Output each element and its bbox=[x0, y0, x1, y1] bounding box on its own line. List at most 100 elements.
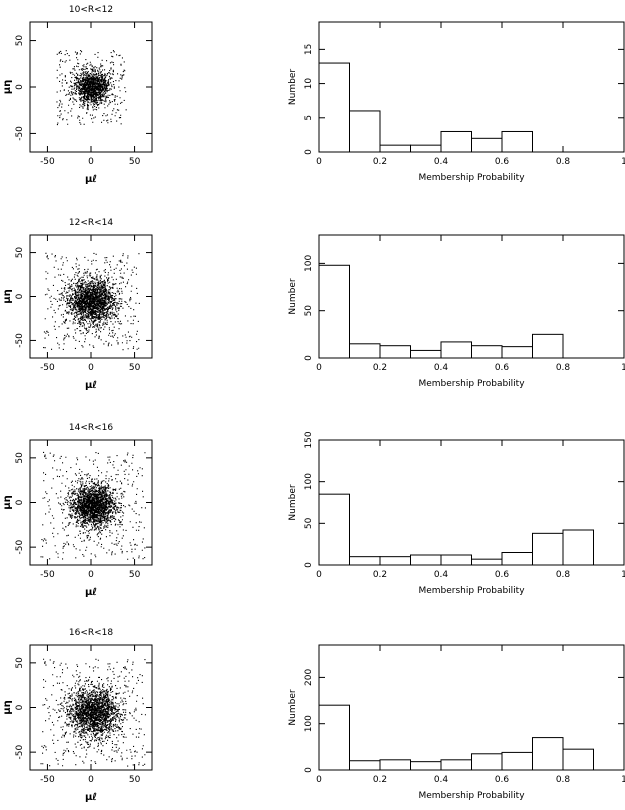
histogram-bar bbox=[410, 554, 442, 566]
x-axis-label: Membership Probability bbox=[418, 379, 525, 389]
histogram-bar bbox=[410, 761, 442, 771]
histogram-bar bbox=[440, 759, 472, 771]
y-tick-label: 0 bbox=[15, 293, 25, 299]
x-tick-label: 0.2 bbox=[373, 570, 387, 580]
y-tick-label: -50 bbox=[15, 333, 25, 348]
x-tick-label: 0.6 bbox=[495, 157, 510, 167]
y-tick-label: -50 bbox=[15, 126, 25, 141]
histogram-bar bbox=[410, 349, 442, 359]
x-tick-label: 0.6 bbox=[495, 570, 510, 580]
y-tick-label: 10 bbox=[304, 78, 314, 90]
panel-title: 14<R<16 bbox=[69, 423, 114, 433]
histogram-bars bbox=[318, 493, 624, 566]
histogram-bar bbox=[379, 759, 411, 771]
x-tick-label: 1 bbox=[621, 570, 625, 580]
x-tick-label: 50 bbox=[129, 775, 141, 785]
panel-title: 16<R<18 bbox=[69, 628, 114, 638]
histogram-bar bbox=[471, 137, 503, 153]
histogram-bar bbox=[379, 345, 411, 359]
axes-frame bbox=[318, 234, 625, 359]
scatter-points bbox=[40, 451, 146, 560]
scatter-point-cloud bbox=[43, 252, 140, 351]
x-axis-label: Membership Probability bbox=[418, 586, 525, 596]
y-tick-label: 0 bbox=[304, 767, 314, 773]
x-tick-label: 0.4 bbox=[434, 775, 449, 785]
x-tick-label: 1 bbox=[621, 775, 625, 785]
histogram-bar bbox=[501, 552, 533, 566]
x-tick-label: 0 bbox=[88, 570, 94, 580]
x-tick-label: 0.8 bbox=[556, 570, 571, 580]
y-tick-label: 200 bbox=[304, 669, 314, 686]
histogram-bar bbox=[379, 144, 411, 153]
y-tick-label: -50 bbox=[15, 745, 25, 760]
histogram-bars bbox=[318, 264, 624, 359]
histogram-bar bbox=[410, 144, 442, 153]
y-axis-label: μη bbox=[2, 700, 13, 714]
y-tick-label: 0 bbox=[15, 499, 25, 505]
panel-title: 10<R<12 bbox=[69, 5, 113, 15]
y-tick-label: 100 bbox=[304, 715, 314, 732]
histogram-bar bbox=[318, 62, 350, 153]
histogram-bar bbox=[501, 346, 533, 359]
scatter-points bbox=[56, 50, 127, 126]
histogram-bar bbox=[440, 554, 472, 566]
histogram-bar bbox=[440, 130, 472, 153]
x-tick-label: 0.6 bbox=[495, 363, 510, 373]
x-tick-label: 0 bbox=[88, 775, 94, 785]
histogram-bar bbox=[349, 110, 381, 153]
x-tick-label: 0.4 bbox=[434, 570, 449, 580]
x-tick-label: 0.2 bbox=[373, 775, 387, 785]
y-tick-label: 0 bbox=[304, 149, 314, 155]
y-tick-label: 50 bbox=[15, 657, 25, 669]
histogram-bar bbox=[532, 532, 564, 566]
y-tick-label: 15 bbox=[304, 44, 314, 55]
y-tick-label: 50 bbox=[15, 247, 25, 259]
histogram-bar bbox=[471, 753, 503, 771]
x-tick-label: 0.4 bbox=[434, 157, 449, 167]
y-tick-label: 0 bbox=[304, 562, 314, 568]
x-axis-label: μℓ bbox=[85, 587, 97, 598]
x-tick-label: 0.4 bbox=[434, 363, 449, 373]
histogram-bar bbox=[471, 345, 503, 359]
x-tick-label: 1 bbox=[621, 157, 625, 167]
y-axis-label: μη bbox=[2, 80, 13, 94]
histogram-bar bbox=[440, 341, 472, 359]
histogram-bar bbox=[318, 704, 350, 771]
histogram-bar bbox=[349, 556, 381, 566]
histogram-bar bbox=[532, 737, 564, 771]
x-axis-label: Membership Probability bbox=[418, 791, 525, 801]
x-axis-label: Membership Probability bbox=[418, 173, 525, 183]
histogram-bar bbox=[532, 333, 564, 359]
x-axis-label: μℓ bbox=[85, 792, 97, 803]
x-tick-label: 0.6 bbox=[495, 775, 510, 785]
x-tick-label: 50 bbox=[129, 363, 141, 373]
x-tick-label: 0.8 bbox=[556, 363, 571, 373]
x-tick-label: 0 bbox=[316, 570, 322, 580]
x-tick-label: 0 bbox=[88, 157, 94, 167]
x-tick-label: 0.8 bbox=[556, 157, 571, 167]
scatter-panel-4: 16<R<18 -50 0 50 -50 0 50 μℓ μη bbox=[2, 628, 153, 803]
y-axis-label: Number bbox=[288, 484, 298, 520]
axes-frame bbox=[318, 439, 625, 566]
histogram-panel-4: 0 0.2 0.4 0.6 0.8 1 0 100 200 Membership Probabil… bbox=[288, 644, 625, 801]
y-axis-label: Number bbox=[288, 278, 298, 314]
y-tick-label: 0 bbox=[15, 84, 25, 90]
histogram-bar bbox=[501, 130, 533, 153]
y-tick-label: 0 bbox=[15, 704, 25, 710]
histogram-bar bbox=[471, 558, 503, 566]
axes-frame bbox=[318, 644, 625, 771]
histogram-bars bbox=[318, 62, 624, 153]
x-tick-label: 0 bbox=[316, 363, 322, 373]
panel-title: 12<R<14 bbox=[69, 218, 114, 228]
histogram-bar bbox=[562, 748, 594, 771]
scatter-points bbox=[43, 252, 140, 351]
x-tick-label: -50 bbox=[40, 157, 55, 167]
y-tick-label: 5 bbox=[304, 115, 314, 121]
x-tick-label: 0.8 bbox=[556, 775, 571, 785]
x-tick-label: 0 bbox=[316, 157, 322, 167]
histogram-panel-2: 0 0.2 0.4 0.6 0.8 1 0 50 100 Membership Probabili… bbox=[288, 234, 625, 389]
x-tick-label: -50 bbox=[40, 775, 55, 785]
histogram-bar bbox=[379, 556, 411, 566]
